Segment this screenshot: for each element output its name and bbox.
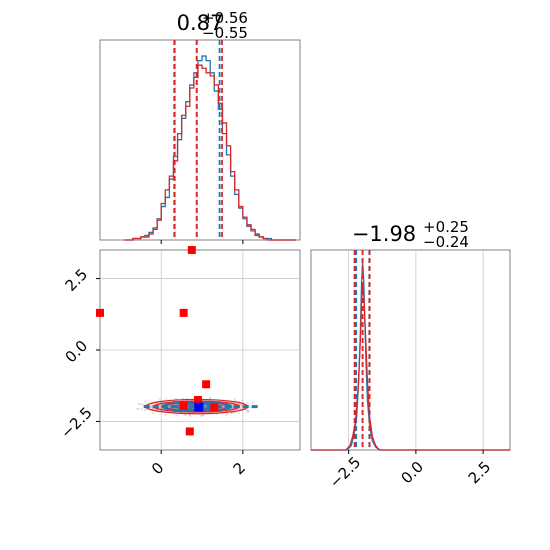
- scatter-point: [139, 403, 142, 406]
- truth-marker: [194, 402, 204, 412]
- scatter-point: [184, 414, 187, 417]
- marker-square: [193, 396, 202, 404]
- scatter-point: [246, 401, 249, 404]
- scatter-point: [164, 413, 167, 416]
- marker-square: [96, 308, 104, 317]
- param1-title-minus: −0.55: [202, 24, 248, 42]
- scatter-point: [226, 412, 229, 415]
- scatter-point: [231, 407, 233, 410]
- param2-title-plus: +0.25: [423, 218, 469, 236]
- scatter-point: [144, 400, 147, 403]
- x2-tick-label: −2.5: [326, 453, 364, 491]
- param1-title: 0.87: [177, 11, 224, 35]
- scatter-point: [234, 411, 237, 414]
- scatter-point: [151, 412, 154, 415]
- scatter-point: [240, 404, 243, 407]
- param2-title-value: −1.98: [352, 222, 416, 246]
- scatter-point: [251, 401, 254, 404]
- marker-square: [210, 403, 219, 412]
- marker-square: [179, 401, 188, 410]
- param1-title-plus: +0.56: [202, 9, 248, 27]
- param2-title: −1.98: [352, 222, 416, 246]
- hist1-series-2: [124, 64, 296, 241]
- hist2-panel: [310, 249, 511, 451]
- scatter-point: [141, 403, 144, 406]
- x2-tick-label: 0.0: [398, 458, 428, 488]
- scatter-point: [208, 397, 211, 400]
- param2-title-minus: −0.24: [423, 233, 469, 251]
- scatter-point: [241, 399, 243, 402]
- scatter-point: [136, 407, 139, 410]
- y2-tick-label: −2.5: [57, 404, 95, 442]
- y2-tick-label: 0.0: [62, 337, 92, 367]
- hist2-frame: [310, 249, 511, 451]
- scatter-point: [137, 402, 140, 405]
- scatter-point: [137, 408, 140, 411]
- scatter-point: [165, 397, 168, 400]
- marker-square: [185, 427, 194, 436]
- scatter-point: [143, 409, 146, 411]
- hist1-panel: [99, 39, 301, 241]
- scatter-point: [238, 412, 240, 414]
- scatter-point: [150, 406, 152, 408]
- x1-tick-label: 2: [230, 459, 249, 478]
- marker-square: [179, 308, 188, 317]
- y2-tick-label: 2.5: [62, 265, 92, 295]
- scatter-point: [224, 414, 227, 417]
- scatter-point: [199, 415, 202, 417]
- scatter-point: [175, 414, 178, 417]
- hist1-series-1: [124, 55, 296, 241]
- hist1-frame: [99, 39, 301, 241]
- scatter-point: [182, 397, 185, 400]
- marker-square: [187, 246, 196, 254]
- x1-tick-label: 0: [148, 459, 167, 478]
- scatter-point: [203, 406, 206, 409]
- scatter-point: [233, 398, 236, 400]
- scatter-point: [221, 404, 224, 407]
- x2-tick-label: 2.5: [465, 458, 495, 488]
- scatter-panel: [96, 246, 301, 451]
- scatter-point: [175, 397, 178, 400]
- scatter-point: [189, 415, 192, 418]
- hist2-series-1: [311, 262, 510, 451]
- scatter-point: [140, 408, 143, 411]
- param1-title-value: 0.87: [177, 11, 224, 35]
- scatter-point: [152, 407, 154, 410]
- scatter-point: [249, 406, 251, 408]
- scatter-point: [159, 398, 161, 401]
- marker-square: [202, 380, 211, 389]
- scatter-point: [246, 410, 249, 412]
